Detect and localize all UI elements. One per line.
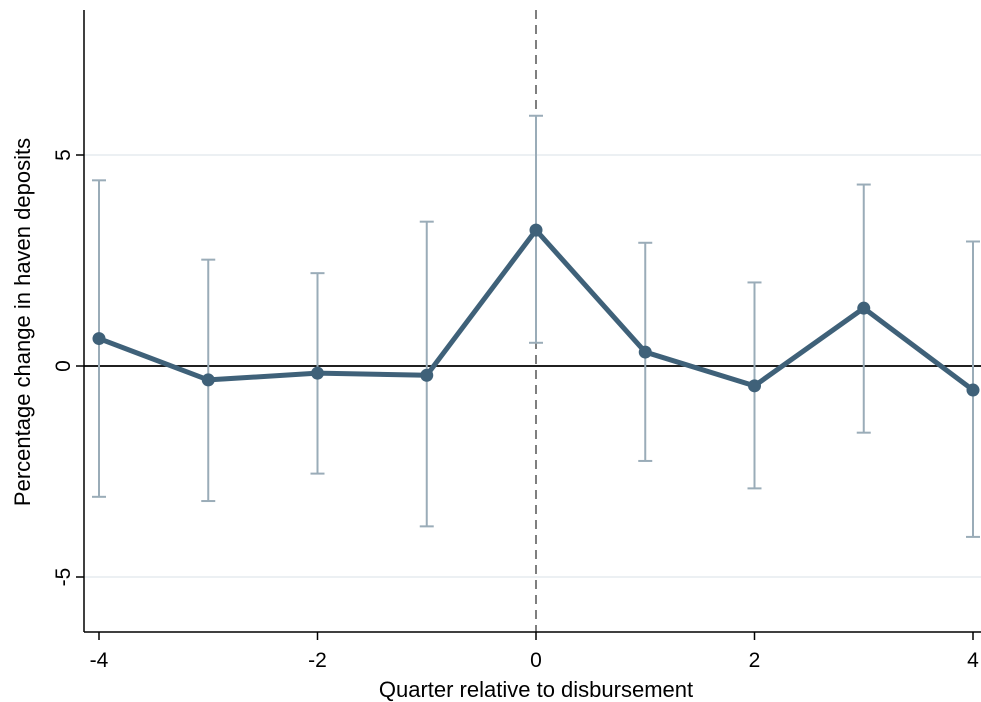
y-tick-label: 5 xyxy=(52,149,75,161)
estimate-point xyxy=(857,301,871,315)
x-tick-label: -4 xyxy=(90,649,109,672)
grid-lines xyxy=(84,154,981,578)
estimate-point xyxy=(420,368,434,382)
x-tick-label: 2 xyxy=(749,649,761,672)
x-tick-label: 4 xyxy=(967,649,979,672)
x-tick-label: 0 xyxy=(530,649,542,672)
x-tick-label: -2 xyxy=(308,649,327,672)
x-axis-title: Quarter relative to disbursement xyxy=(379,677,693,702)
estimate-point xyxy=(92,332,106,346)
confidence-intervals xyxy=(92,114,980,538)
y-tick-label: 0 xyxy=(52,360,75,372)
estimate-point xyxy=(311,366,324,380)
y-axis-title: Percentage change in haven deposits xyxy=(10,138,35,506)
reference-lines xyxy=(84,10,981,632)
estimate-point xyxy=(201,373,215,387)
estimate-point xyxy=(748,379,761,393)
axes: -4 -2 0 2 4 -5 0 5 xyxy=(52,10,981,672)
estimate-point xyxy=(638,345,652,359)
estimate-points xyxy=(92,223,980,397)
y-tick-label: -5 xyxy=(52,568,75,587)
estimate-point xyxy=(529,223,543,237)
estimate-point xyxy=(966,383,980,397)
